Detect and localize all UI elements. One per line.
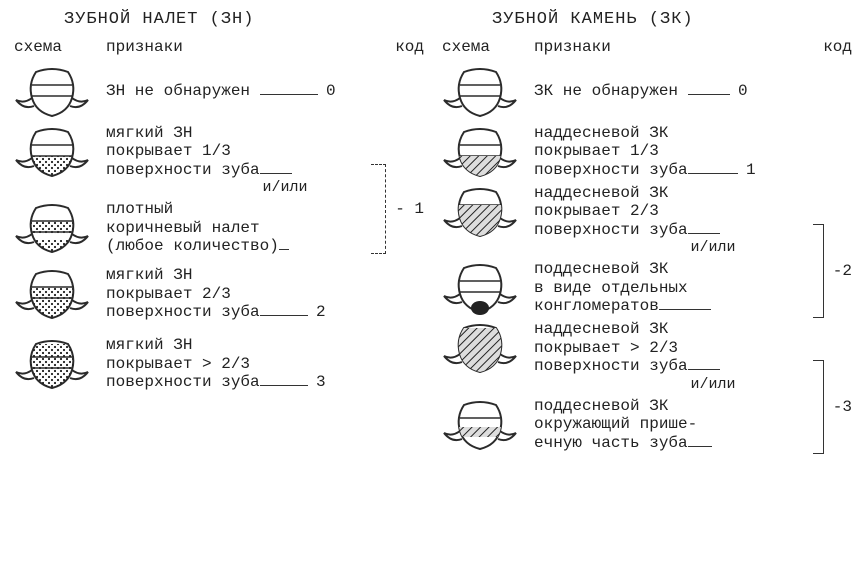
text: мягкий ЗН: [106, 336, 424, 354]
text: поддесневой ЗК: [534, 397, 852, 415]
hdr-code: код: [374, 38, 424, 56]
left-title: ЗУБНОЙ НАЛЕТ (ЗН): [64, 10, 424, 30]
left-row-4: мягкий ЗН покрывает > 2/3 поверхности зу…: [14, 336, 424, 392]
left-column: ЗУБНОЙ НАЛЕТ (ЗН) схема признаки код ЗН …: [14, 10, 424, 457]
tooth-icon: [14, 336, 106, 392]
left-row-3: мягкий ЗН покрывает 2/3 поверхности зуба…: [14, 266, 424, 322]
code: 3: [308, 373, 326, 391]
group-code: -2: [833, 262, 852, 280]
right-row-4: наддесневой ЗК покрывает > 2/3 поверхнос…: [442, 320, 852, 392]
text: ЗН не обнаружен: [106, 82, 250, 100]
text: (любое количество): [106, 237, 279, 255]
tooth-icon: [442, 397, 534, 453]
text: покрывает 1/3: [534, 142, 852, 160]
text: поверхности зуба: [534, 221, 688, 239]
text: поддесневой ЗК: [534, 260, 852, 278]
right-row-5: поддесневой ЗК окружающий прише- ечную ч…: [442, 397, 852, 453]
tooth-icon: [14, 266, 106, 322]
text: покрывает > 2/3: [106, 355, 424, 373]
text: наддесневой ЗК: [534, 124, 852, 142]
text: наддесневой ЗК: [534, 184, 852, 202]
and-or: и/или: [574, 376, 852, 393]
tooth-icon: [442, 260, 534, 316]
text: мягкий ЗН: [106, 266, 424, 284]
left-group-code1: мягкий ЗН покрывает 1/3 поверхности зуба…: [14, 124, 424, 256]
text: в виде отдельных: [534, 279, 852, 297]
text: поверхности зуба: [106, 161, 260, 179]
text: покрывает > 2/3: [534, 339, 852, 357]
text: ЗК не обнаружен: [534, 82, 678, 100]
text: поверхности зуба: [534, 357, 688, 375]
code: 2: [308, 303, 326, 321]
group-code: - 1: [395, 200, 424, 218]
text: ечную часть зуба: [534, 434, 688, 452]
text: покрывает 1/3: [106, 142, 424, 160]
right-row-1: наддесневой ЗК покрывает 1/3 поверхности…: [442, 124, 852, 180]
hdr-signs: признаки: [534, 38, 802, 56]
diagram-page: ЗУБНОЙ НАЛЕТ (ЗН) схема признаки код ЗН …: [14, 10, 852, 457]
text: мягкий ЗН: [106, 124, 424, 142]
hdr-schema: схема: [442, 38, 534, 56]
hdr-code: код: [802, 38, 852, 56]
text: поверхности зуба: [534, 161, 688, 179]
right-headers: схема признаки код: [442, 38, 852, 56]
right-row-3: поддесневой ЗК в виде отдельных конгломе…: [442, 260, 852, 316]
code: 0: [730, 82, 748, 100]
text: окружающий прише-: [534, 415, 852, 433]
right-group-code2: наддесневой ЗК покрывает 2/3 поверхности…: [442, 184, 852, 316]
left-row-2: плотный коричневый налет (любое количест…: [14, 200, 424, 256]
left-row-0: ЗН не обнаружен 0: [14, 64, 424, 120]
hdr-schema: схема: [14, 38, 106, 56]
text: поверхности зуба: [106, 303, 260, 321]
right-row-2: наддесневой ЗК покрывает 2/3 поверхности…: [442, 184, 852, 256]
group-code: -3: [833, 398, 852, 416]
hdr-signs: признаки: [106, 38, 374, 56]
right-group-code3: наддесневой ЗК покрывает > 2/3 поверхнос…: [442, 320, 852, 452]
tooth-icon: [14, 200, 106, 256]
tooth-icon: [14, 124, 106, 180]
text: наддесневой ЗК: [534, 320, 852, 338]
tooth-icon: [14, 64, 106, 120]
text: покрывает 2/3: [534, 202, 852, 220]
left-row-1: мягкий ЗН покрывает 1/3 поверхности зуба…: [14, 124, 424, 196]
tooth-icon: [442, 184, 534, 240]
right-title: ЗУБНОЙ КАМЕНЬ (ЗК): [492, 10, 852, 30]
text: покрывает 2/3: [106, 285, 424, 303]
and-or: и/или: [574, 239, 852, 256]
text: поверхности зуба: [106, 373, 260, 391]
code: 0: [318, 82, 336, 100]
text: конгломератов: [534, 297, 659, 315]
tooth-icon: [442, 64, 534, 120]
left-headers: схема признаки код: [14, 38, 424, 56]
code: 1: [738, 161, 756, 179]
tooth-icon: [442, 320, 534, 376]
right-row-0: ЗК не обнаружен 0: [442, 64, 852, 120]
tooth-icon: [442, 124, 534, 180]
right-column: ЗУБНОЙ КАМЕНЬ (ЗК) схема признаки код ЗК…: [442, 10, 852, 457]
